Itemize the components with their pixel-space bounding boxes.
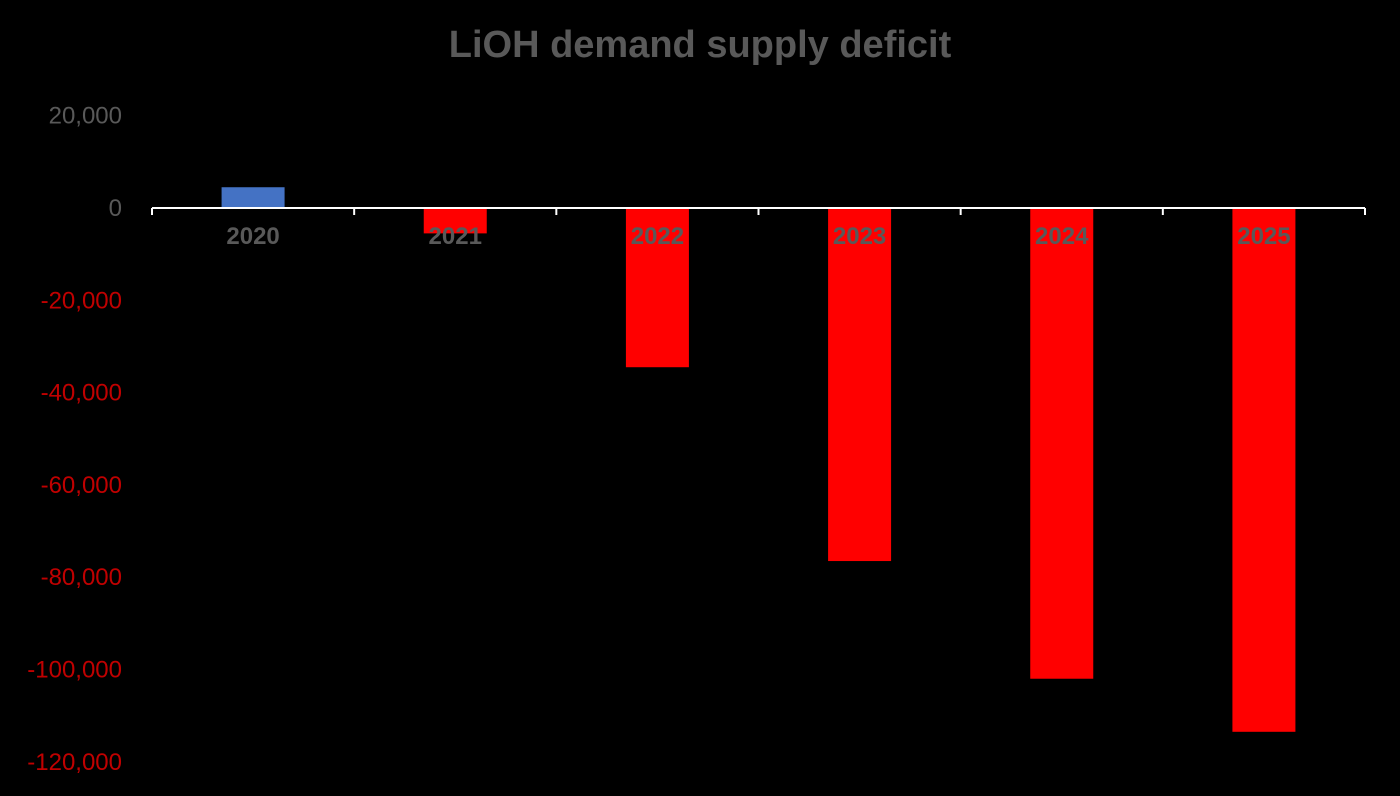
y-axis-ticks: 20,000 0 -20,000 -40,000 -60,000 -80,000 -100,… [27, 103, 122, 776]
y-tick-label: 0 [109, 195, 122, 222]
y-tick-label: -20,000 [41, 287, 122, 314]
y-tick-label: -100,000 [27, 657, 122, 684]
x-tick-label: 2020 [226, 223, 279, 250]
x-tick-label: 2023 [833, 223, 886, 250]
chart-title: LiOH demand supply deficit [448, 24, 952, 66]
x-tick-label: 2022 [631, 223, 684, 250]
x-tick-label: 2024 [1035, 223, 1089, 250]
bar-2023 [828, 208, 892, 562]
bar-2025 [1232, 208, 1296, 732]
x-tick-label: 2021 [429, 223, 482, 250]
y-tick-label: 20,000 [49, 103, 122, 130]
bars-group [221, 187, 1296, 732]
y-tick-label: -80,000 [41, 564, 122, 591]
x-axis-ticks: 2020 2021 2022 2023 2024 2025 [226, 223, 1290, 250]
bar-2024 [1030, 208, 1094, 679]
y-tick-label: -40,000 [41, 380, 122, 407]
bar-2020 [221, 187, 285, 208]
bar-2021 [423, 208, 487, 234]
bar-2022 [625, 208, 689, 368]
x-axis [151, 207, 1366, 215]
x-tick-label: 2025 [1237, 223, 1290, 250]
y-tick-label: -120,000 [27, 749, 122, 776]
y-tick-label: -60,000 [41, 472, 122, 499]
